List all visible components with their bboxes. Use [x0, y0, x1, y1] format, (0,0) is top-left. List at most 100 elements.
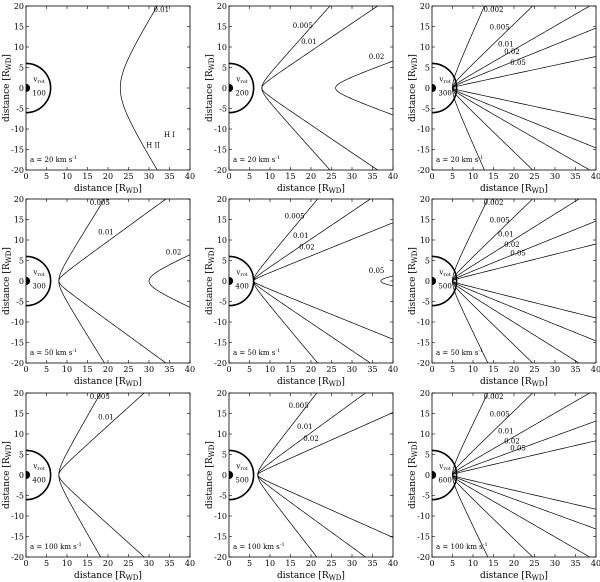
- x-tick-label: 35: [367, 559, 377, 568]
- y-axis-label: distance [RWD]: [408, 54, 419, 122]
- y-tick-label: -5: [16, 298, 24, 307]
- vrot-value: 600: [438, 476, 451, 484]
- x-tick-label: 10: [62, 365, 72, 374]
- y-tick-label: -20: [11, 166, 24, 175]
- x-tick-label: 35: [367, 172, 377, 181]
- x-axis-label: distance [RWD]: [74, 571, 142, 582]
- sound-speed-label: a = 100 km s-1: [30, 542, 82, 551]
- vrot-value: 500: [235, 476, 248, 484]
- white-dwarf: [26, 470, 31, 480]
- x-tick-label: 15: [285, 172, 295, 181]
- y-tick-label: 15: [217, 216, 227, 225]
- y-tick-label: 5: [222, 64, 227, 73]
- x-axis-label: distance [RWD]: [277, 377, 345, 388]
- x-tick-label: 0: [226, 559, 231, 568]
- contour-label: 0.005: [293, 22, 313, 30]
- contour-label: 0.005: [285, 212, 305, 220]
- contour-label: 0.002: [483, 393, 503, 401]
- y-tick-label: 15: [14, 216, 24, 225]
- contour-label: 0.005: [490, 411, 510, 419]
- y-tick-label: -10: [214, 512, 227, 521]
- x-tick-label: 0: [23, 172, 28, 181]
- y-tick-label: -20: [214, 166, 227, 175]
- x-tick-label: 15: [285, 559, 295, 568]
- rotation-boundary: [229, 62, 255, 114]
- y-tick-label: -10: [11, 512, 24, 521]
- x-tick-label: 10: [265, 559, 275, 568]
- contour-label: 0.05: [369, 267, 385, 275]
- contour-label: 0.005: [490, 217, 510, 225]
- x-axis-label: distance [RWD]: [277, 571, 345, 582]
- y-tick-label: 5: [425, 64, 430, 73]
- vrot-value: 400: [235, 282, 248, 290]
- y-tick-label: 5: [425, 451, 430, 460]
- x-tick-label: 40: [388, 172, 398, 181]
- y-tick-label: -15: [11, 533, 24, 542]
- contour-line: [148, 254, 190, 308]
- y-tick-label: -10: [417, 512, 430, 521]
- y-tick-label: -20: [214, 553, 227, 562]
- y-tick-label: -15: [417, 533, 430, 542]
- contour-label: 0.05: [510, 59, 526, 67]
- y-tick-label: -20: [11, 553, 24, 562]
- x-tick-label: 15: [82, 365, 92, 374]
- y-axis-label: distance [RWD]: [2, 247, 13, 315]
- contour-line: [451, 243, 596, 319]
- x-tick-label: 30: [144, 365, 154, 374]
- y-tick-label: 10: [217, 43, 227, 52]
- x-tick-label: 15: [82, 559, 92, 568]
- contour-line: [58, 199, 167, 363]
- sound-speed-label: a = 20 km s-1: [436, 155, 483, 164]
- white-dwarf: [432, 470, 437, 480]
- contour-label: 0.02: [166, 248, 182, 256]
- contour-label: 0.02: [299, 243, 315, 251]
- x-tick-label: 35: [164, 365, 174, 374]
- x-tick-label: 35: [367, 365, 377, 374]
- x-tick-label: 40: [185, 559, 195, 568]
- contour-line: [380, 275, 393, 287]
- panel-9: 0 5 10 15 20 25 30 35 40 -20 -15 -10 -5 0 5 10 15 20 dista…: [408, 389, 600, 582]
- y-tick-label: 20: [420, 195, 430, 204]
- region-label: H II: [146, 141, 160, 149]
- y-tick-label: -15: [417, 339, 430, 348]
- y-tick-label: -5: [422, 298, 430, 307]
- x-tick-label: 35: [164, 559, 174, 568]
- x-tick-label: 25: [123, 172, 133, 181]
- white-dwarf: [229, 276, 234, 286]
- white-dwarf: [229, 470, 234, 480]
- sound-speed-label: a = 20 km s-1: [233, 155, 280, 164]
- y-tick-label: 10: [14, 430, 24, 439]
- y-tick-label: -10: [214, 125, 227, 134]
- x-tick-label: 30: [347, 559, 357, 568]
- contour-line: [451, 56, 596, 120]
- contour-label: 0.002: [483, 6, 503, 14]
- rotation-boundary: [432, 255, 458, 307]
- x-tick-label: 40: [185, 365, 195, 374]
- x-tick-label: 35: [164, 172, 174, 181]
- y-tick-label: 5: [19, 451, 24, 460]
- x-tick-label: 0: [429, 365, 434, 374]
- y-axis-label: distance [RWD]: [2, 54, 13, 122]
- y-tick-label: 0: [222, 277, 227, 286]
- y-tick-label: 15: [14, 410, 24, 419]
- contour-label: 0.01: [498, 40, 514, 48]
- x-tick-label: 0: [23, 365, 28, 374]
- vrot-label: vrot: [235, 268, 247, 278]
- x-tick-label: 20: [306, 172, 316, 181]
- x-tick-label: 30: [550, 559, 560, 568]
- sound-speed-label: a = 50 km s-1: [436, 348, 483, 357]
- y-tick-label: -15: [11, 339, 24, 348]
- white-dwarf: [26, 83, 31, 93]
- contour-line: [452, 199, 489, 363]
- vrot-value: 500: [438, 282, 451, 290]
- contour-label: 0.01: [301, 38, 317, 46]
- contour-label: 0.01: [498, 231, 514, 239]
- contour-label: 0.05: [510, 445, 526, 453]
- contour-label: 0.02: [504, 241, 520, 249]
- rotation-boundary: [432, 62, 458, 114]
- panel-3: 0 5 10 15 20 25 30 35 40 -20 -15 -10 -5 0 5 10 15 20 dista…: [408, 2, 600, 195]
- y-tick-label: -10: [417, 125, 430, 134]
- x-axis-label: distance [RWD]: [74, 377, 142, 388]
- y-tick-label: 15: [217, 23, 227, 32]
